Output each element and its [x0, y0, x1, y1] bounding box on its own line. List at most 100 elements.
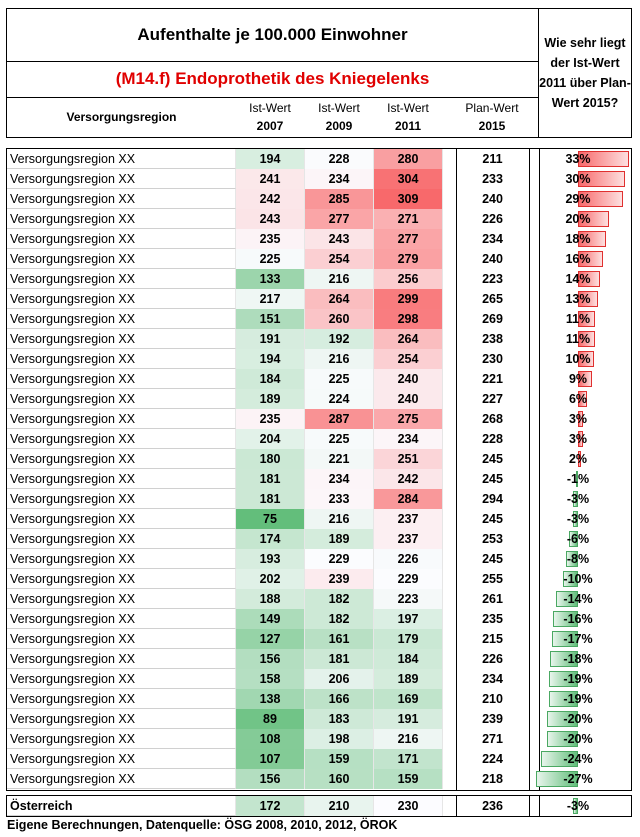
table-row: Versorgungsregion XX 194 216 254 230 10% — [7, 349, 631, 369]
region-name: Versorgungsregion XX — [7, 389, 236, 409]
region-name: Versorgungsregion XX — [7, 309, 236, 329]
table-row: Versorgungsregion XX 89 183 191 239 -20% — [7, 709, 631, 729]
value-ist2007: 107 — [236, 749, 305, 769]
deviation-bar — [578, 211, 609, 227]
table-row: Versorgungsregion XX 180 221 251 245 2% — [7, 449, 631, 469]
header-ist2009-year: 2009 — [325, 119, 353, 133]
value-ist2007: 181 — [236, 489, 305, 509]
header-ist2009: Ist-Wert 2009 — [305, 99, 373, 135]
value-ist2011: 277 — [374, 229, 443, 249]
value-ist2007: 194 — [236, 149, 305, 169]
value-plan2015: 294 — [482, 492, 503, 506]
value-ist2007: 217 — [236, 289, 305, 309]
value-ist2009: 198 — [305, 729, 374, 749]
table-row: Versorgungsregion XX 242 285 309 240 29% — [7, 189, 631, 209]
value-ist2009: 239 — [305, 569, 374, 589]
value-ist2011: 229 — [374, 569, 443, 589]
region-name: Versorgungsregion XX — [7, 689, 236, 709]
value-plan2015: 268 — [482, 412, 503, 426]
deviation-bar — [578, 331, 596, 347]
table-row: Versorgungsregion XX 151 260 298 269 11% — [7, 309, 631, 329]
deviation-label: -6% — [566, 532, 590, 546]
value-plan2015: 226 — [482, 652, 503, 666]
region-name: Versorgungsregion XX — [7, 369, 236, 389]
table-row: Versorgungsregion XX 235 243 277 234 18% — [7, 229, 631, 249]
deviation-label: -10% — [563, 572, 593, 586]
deviation-bar — [578, 391, 588, 407]
col-separator-pct — [539, 148, 540, 791]
value-ist2007: 189 — [236, 389, 305, 409]
table-row: Versorgungsregion XX 107 159 171 224 -24% — [7, 749, 631, 769]
deviation-bar — [578, 351, 594, 367]
deviation-bar — [540, 751, 578, 767]
value-plan2015: 230 — [482, 352, 503, 366]
value-plan2015: 226 — [482, 212, 503, 226]
region-name: Versorgungsregion XX — [7, 229, 236, 249]
value-ist2009: 181 — [305, 649, 374, 669]
value-ist2009: 277 — [305, 209, 374, 229]
deviation-label: 14% — [565, 272, 591, 286]
region-name: Versorgungsregion XX — [7, 489, 236, 509]
value-ist2011: 242 — [374, 469, 443, 489]
value-ist2009: 182 — [305, 589, 374, 609]
table-row: Versorgungsregion XX 188 182 223 261 -14% — [7, 589, 631, 609]
value-ist2007: 242 — [236, 189, 305, 209]
value-ist2011: 298 — [374, 309, 443, 329]
region-name: Versorgungsregion XX — [7, 209, 236, 229]
deviation-label: -27% — [563, 772, 593, 786]
deviation-bar — [573, 511, 578, 527]
value-plan2015: 238 — [482, 332, 503, 346]
header-plan2015-year: 2015 — [478, 119, 506, 133]
value-plan2015: 253 — [482, 532, 503, 546]
value-plan2015: 239 — [482, 712, 503, 726]
value-ist2007: 241 — [236, 169, 305, 189]
deviation-bar — [551, 631, 578, 647]
region-name: Versorgungsregion XX — [7, 729, 236, 749]
deviation-label: -18% — [563, 652, 593, 666]
value-ist2009: 216 — [305, 509, 374, 529]
col-separator-plan-left-total — [456, 795, 457, 817]
value-ist2009: 260 — [305, 309, 374, 329]
value-ist2011: 223 — [374, 589, 443, 609]
value-plan2015: 223 — [482, 272, 503, 286]
table-row: Versorgungsregion XX 156 181 184 226 -18% — [7, 649, 631, 669]
value-plan2015: 215 — [482, 632, 503, 646]
value-ist2009: 221 — [305, 449, 374, 469]
value-ist2009: 285 — [305, 189, 374, 209]
value-ist2007: 181 — [236, 469, 305, 489]
deviation-bar — [548, 671, 578, 687]
value-ist2007: 133 — [236, 269, 305, 289]
value-ist2007: 191 — [236, 329, 305, 349]
value-ist2009: 216 — [305, 349, 374, 369]
table-row: Versorgungsregion XX 181 234 242 245 -1% — [7, 469, 631, 489]
value-ist2011: 284 — [374, 489, 443, 509]
value-plan2015: 240 — [482, 252, 503, 266]
value-ist2007: 138 — [236, 689, 305, 709]
region-name: Versorgungsregion XX — [7, 669, 236, 689]
col-separator-plan-right-total — [529, 795, 530, 817]
header-plan2015: Plan-Wert 2015 — [456, 99, 528, 135]
deviation-bar — [548, 691, 578, 707]
deviation-label: -24% — [563, 752, 593, 766]
value-ist2007: 194 — [236, 349, 305, 369]
deviation-bar — [578, 251, 603, 267]
region-name: Versorgungsregion XX — [7, 449, 236, 469]
deviation-bar — [573, 798, 578, 814]
region-name: Versorgungsregion XX — [7, 329, 236, 349]
value-ist2011: 240 — [374, 369, 443, 389]
value-ist2011: 279 — [374, 249, 443, 269]
value-ist2011: 309 — [374, 189, 443, 209]
page-title: Aufenthalte je 100.000 Einwohner — [137, 25, 408, 44]
deviation-label: -19% — [563, 672, 593, 686]
value-ist2011: 234 — [374, 429, 443, 449]
value-ist2011: 304 — [374, 169, 443, 189]
deviation-label: 3% — [568, 412, 588, 426]
deviation-bar — [578, 231, 606, 247]
value-ist2011: 251 — [374, 449, 443, 469]
deviation-bar — [576, 471, 579, 487]
value-ist2011: 299 — [374, 289, 443, 309]
table-row: Versorgungsregion XX 243 277 271 226 20% — [7, 209, 631, 229]
region-name: Versorgungsregion XX — [7, 469, 236, 489]
region-name: Versorgungsregion XX — [7, 709, 236, 729]
col-separator-pct-total — [539, 795, 540, 817]
